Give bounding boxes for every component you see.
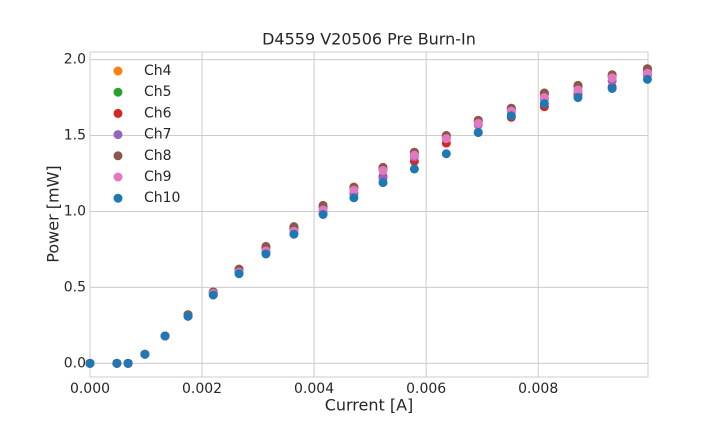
x-tick-label: 0.008 — [518, 381, 558, 397]
y-tick-label: 0.0 — [64, 355, 86, 371]
y-tick-label: 1.0 — [64, 203, 86, 219]
y-tick-label: 0.5 — [64, 279, 86, 295]
x-tick-label: 0.004 — [294, 381, 334, 397]
plot-frame — [89, 51, 649, 378]
legend-label: Ch10 — [144, 190, 180, 206]
legend-label: Ch4 — [144, 63, 172, 79]
point — [289, 229, 299, 239]
x-tick-label: 0.002 — [182, 381, 222, 397]
legend-label: Ch5 — [144, 84, 172, 100]
legend-label: Ch6 — [144, 105, 172, 121]
legend-marker — [113, 66, 123, 76]
point — [183, 311, 193, 321]
x-tick-label: 0.006 — [406, 381, 446, 397]
point — [441, 149, 451, 159]
legend-label: Ch8 — [144, 148, 172, 164]
point — [234, 269, 244, 279]
legend-label: Ch7 — [144, 127, 172, 143]
y-tick-label: 2.0 — [64, 52, 86, 68]
point — [607, 73, 617, 83]
point — [349, 193, 359, 203]
point — [140, 349, 150, 359]
y-tick-label: 1.5 — [64, 128, 86, 144]
legend-label: Ch9 — [144, 169, 172, 185]
point — [349, 185, 359, 195]
x-tick-label: 0.000 — [70, 381, 110, 397]
point — [378, 178, 388, 188]
legend-marker — [113, 193, 123, 203]
y-axis-label: Power [mW] — [44, 165, 63, 262]
legend-marker — [113, 108, 123, 118]
point — [378, 165, 388, 175]
point — [160, 331, 170, 341]
chart-title: D4559 V20506 Pre Burn-In — [262, 30, 476, 49]
point — [318, 210, 328, 219]
point — [473, 118, 483, 128]
point — [607, 83, 617, 93]
point — [539, 99, 549, 109]
point — [441, 134, 451, 144]
point — [123, 358, 133, 368]
point — [573, 93, 583, 103]
legend-marker — [113, 151, 123, 161]
legend-marker — [113, 172, 123, 182]
point — [573, 85, 583, 95]
point — [409, 150, 419, 160]
legend-marker — [113, 130, 123, 140]
legend-marker — [113, 87, 123, 97]
point — [112, 358, 122, 368]
point — [473, 127, 483, 137]
point — [642, 74, 652, 84]
point — [261, 249, 271, 259]
x-axis-label: Current [A] — [325, 396, 414, 415]
point — [208, 290, 218, 300]
point — [506, 111, 516, 121]
point — [85, 358, 95, 368]
point — [409, 164, 419, 174]
